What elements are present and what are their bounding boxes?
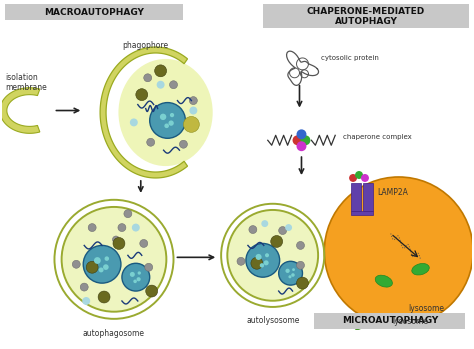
Circle shape — [146, 285, 158, 297]
Text: MICROAUTOPHAGY: MICROAUTOPHAGY — [342, 316, 438, 325]
Circle shape — [271, 236, 283, 247]
Circle shape — [285, 269, 290, 273]
Circle shape — [264, 260, 269, 265]
Polygon shape — [366, 321, 382, 328]
Circle shape — [168, 120, 174, 126]
FancyBboxPatch shape — [314, 313, 465, 329]
Circle shape — [292, 135, 302, 145]
Circle shape — [292, 268, 295, 271]
Circle shape — [137, 277, 141, 281]
Ellipse shape — [412, 263, 429, 275]
FancyBboxPatch shape — [263, 5, 469, 28]
Circle shape — [130, 118, 138, 126]
Text: CHAPERONE-MEDIATED
AUTOPHAGY: CHAPERONE-MEDIATED AUTOPHAGY — [307, 7, 425, 26]
Circle shape — [297, 141, 307, 151]
Polygon shape — [378, 322, 394, 328]
Circle shape — [124, 210, 132, 218]
Text: MACROAUTOPHAGY: MACROAUTOPHAGY — [44, 8, 144, 17]
Circle shape — [183, 117, 199, 132]
Circle shape — [255, 254, 262, 260]
Circle shape — [249, 225, 257, 233]
Circle shape — [170, 81, 177, 89]
Circle shape — [301, 135, 310, 145]
Ellipse shape — [118, 59, 213, 166]
Circle shape — [170, 113, 174, 117]
Circle shape — [73, 260, 80, 268]
Text: chaperone complex: chaperone complex — [343, 134, 412, 140]
Circle shape — [190, 106, 197, 114]
Circle shape — [133, 280, 137, 283]
Circle shape — [156, 81, 164, 89]
Circle shape — [246, 244, 280, 277]
Circle shape — [260, 263, 264, 268]
Text: LAMP2A: LAMP2A — [377, 188, 408, 197]
Text: phagophore: phagophore — [123, 41, 169, 50]
Circle shape — [140, 239, 148, 247]
Circle shape — [279, 227, 287, 235]
Circle shape — [324, 177, 473, 326]
Circle shape — [288, 275, 292, 278]
Bar — [351, 183, 361, 211]
Circle shape — [62, 207, 166, 312]
Text: autophagosome: autophagosome — [83, 329, 145, 338]
Circle shape — [103, 264, 109, 270]
Circle shape — [137, 271, 141, 275]
Circle shape — [122, 263, 150, 291]
Circle shape — [349, 174, 357, 182]
Circle shape — [113, 238, 125, 250]
Circle shape — [297, 242, 304, 250]
Polygon shape — [100, 47, 188, 178]
Circle shape — [160, 114, 166, 120]
Circle shape — [99, 267, 104, 272]
Bar — [363, 183, 373, 211]
Circle shape — [112, 236, 119, 243]
Circle shape — [155, 65, 166, 77]
Circle shape — [147, 138, 155, 146]
Polygon shape — [355, 320, 369, 329]
Text: autolysosome: autolysosome — [246, 316, 300, 325]
Circle shape — [83, 245, 121, 283]
Bar — [351, 211, 373, 215]
Circle shape — [82, 297, 90, 305]
Circle shape — [180, 140, 187, 148]
Circle shape — [98, 291, 110, 303]
Circle shape — [190, 97, 197, 105]
Circle shape — [291, 273, 295, 277]
Circle shape — [237, 257, 245, 265]
Circle shape — [145, 263, 153, 271]
Circle shape — [144, 74, 152, 82]
Circle shape — [361, 174, 369, 182]
Circle shape — [279, 261, 302, 285]
Circle shape — [297, 277, 309, 289]
Circle shape — [251, 257, 263, 269]
Circle shape — [118, 224, 126, 231]
Circle shape — [297, 129, 307, 139]
Circle shape — [130, 272, 135, 277]
Ellipse shape — [375, 275, 392, 287]
Text: lysosome: lysosome — [392, 317, 428, 326]
Circle shape — [136, 89, 148, 101]
Circle shape — [228, 210, 318, 301]
Circle shape — [132, 224, 140, 231]
Circle shape — [265, 253, 269, 257]
Circle shape — [164, 124, 169, 128]
Circle shape — [297, 261, 304, 269]
FancyBboxPatch shape — [5, 5, 183, 20]
Circle shape — [80, 283, 88, 291]
Circle shape — [86, 261, 98, 273]
Circle shape — [355, 171, 363, 179]
Circle shape — [261, 220, 268, 227]
Circle shape — [94, 257, 101, 264]
Circle shape — [285, 224, 292, 231]
Text: lysosome: lysosome — [409, 304, 445, 313]
Circle shape — [150, 103, 185, 138]
Circle shape — [105, 257, 109, 261]
Circle shape — [88, 224, 96, 231]
Polygon shape — [0, 88, 40, 133]
Text: cytosolic protein: cytosolic protein — [321, 55, 379, 61]
Text: isolation
membrane: isolation membrane — [5, 73, 46, 92]
